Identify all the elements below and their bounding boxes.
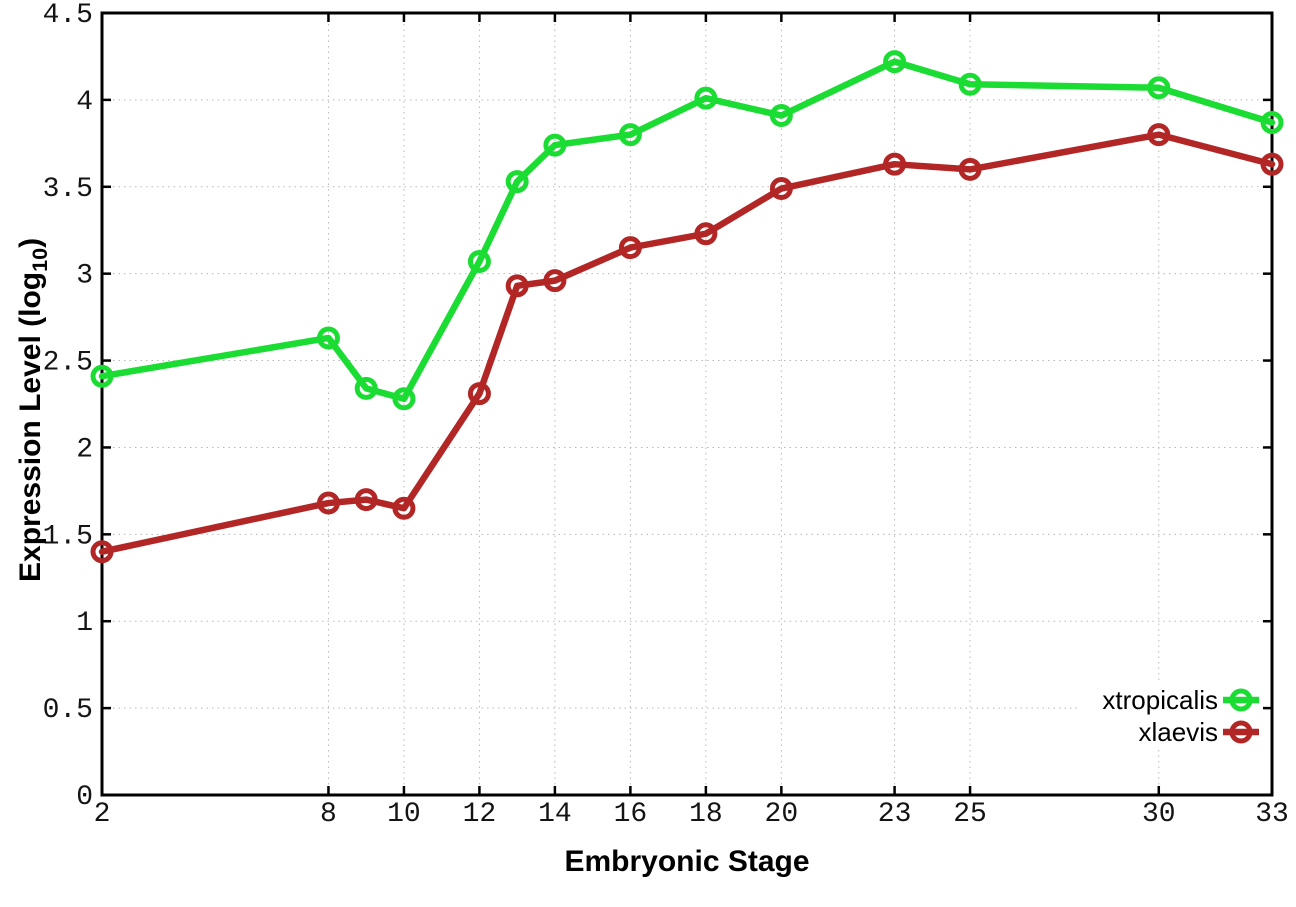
data-point-xlaevis <box>505 274 529 298</box>
y-axis-title-suffix: ) <box>14 237 47 248</box>
data-point-xtropicalis <box>769 104 793 128</box>
x-tick-label: 33 <box>1255 799 1289 830</box>
y-axis-title-text: Expression Level (log <box>14 271 47 582</box>
x-axis-title: Embryonic Stage <box>564 845 810 878</box>
x-tick-label: 18 <box>689 799 723 830</box>
x-tick-label: 23 <box>878 799 912 830</box>
y-tick-label: 4.5 <box>43 0 93 31</box>
data-point-xlaevis <box>883 152 907 176</box>
plot-border <box>100 11 1274 797</box>
x-tick-label: 8 <box>320 799 337 830</box>
y-tick-label: 4 <box>76 87 93 118</box>
data-point-xtropicalis <box>316 326 340 350</box>
data-point-xtropicalis <box>90 364 114 388</box>
data-point-xlaevis <box>958 157 982 181</box>
series-line-xtropicalis <box>98 58 1276 403</box>
data-point-xtropicalis <box>354 376 378 400</box>
y-tick-label: 1.5 <box>43 521 93 552</box>
y-tick-label: 3.5 <box>43 174 93 205</box>
data-point-xtropicalis <box>958 72 982 96</box>
x-tick-label: 10 <box>387 799 421 830</box>
legend-label-xtropicalis: xtropicalis <box>1102 685 1218 715</box>
data-point-xlaevis <box>90 540 114 564</box>
data-point-xlaevis <box>392 496 416 520</box>
x-tick-label: 12 <box>463 799 497 830</box>
data-point-xlaevis <box>618 236 642 260</box>
data-point-xlaevis <box>354 488 378 512</box>
data-point-xtropicalis <box>618 123 642 147</box>
data-point-xlaevis <box>1260 152 1284 176</box>
data-point-xlaevis <box>467 382 491 406</box>
data-point-xtropicalis <box>694 86 718 110</box>
x-tick-label: 25 <box>953 799 987 830</box>
data-point-xlaevis <box>543 269 567 293</box>
x-tick-label: 14 <box>538 799 572 830</box>
data-point-xlaevis <box>316 491 340 515</box>
y-tick-label: 3 <box>76 261 93 292</box>
legend-marker-xtropicalis <box>1229 688 1253 712</box>
y-tick-label: 2.5 <box>43 348 93 379</box>
data-point-xtropicalis <box>467 250 491 274</box>
x-tick-label: 30 <box>1142 799 1176 830</box>
x-tick-label: 16 <box>614 799 648 830</box>
data-point-xtropicalis <box>1147 76 1171 100</box>
data-point-xlaevis <box>694 222 718 246</box>
y-tick-label: 1 <box>76 608 93 639</box>
y-tick-label: 0.5 <box>43 695 93 726</box>
x-tick-label: 20 <box>765 799 799 830</box>
y-tick-label: 0 <box>76 782 93 813</box>
y-tick-label: 2 <box>76 434 93 465</box>
data-point-xtropicalis <box>505 170 529 194</box>
legend-marker-xlaevis <box>1229 720 1253 744</box>
x-tick-label: 2 <box>94 799 111 830</box>
series-line-xlaevis <box>98 131 1276 555</box>
y-axis-title: Expression Level (log10) <box>14 238 53 582</box>
data-point-xlaevis <box>1147 123 1171 147</box>
data-point-xlaevis <box>769 177 793 201</box>
legend-label-xlaevis: xlaevis <box>1139 717 1218 747</box>
data-point-xtropicalis <box>392 387 416 411</box>
data-point-xtropicalis <box>543 133 567 157</box>
y-axis-title-subscript: 10 <box>27 247 52 272</box>
data-point-xtropicalis <box>1260 110 1284 134</box>
data-point-xtropicalis <box>883 50 907 74</box>
